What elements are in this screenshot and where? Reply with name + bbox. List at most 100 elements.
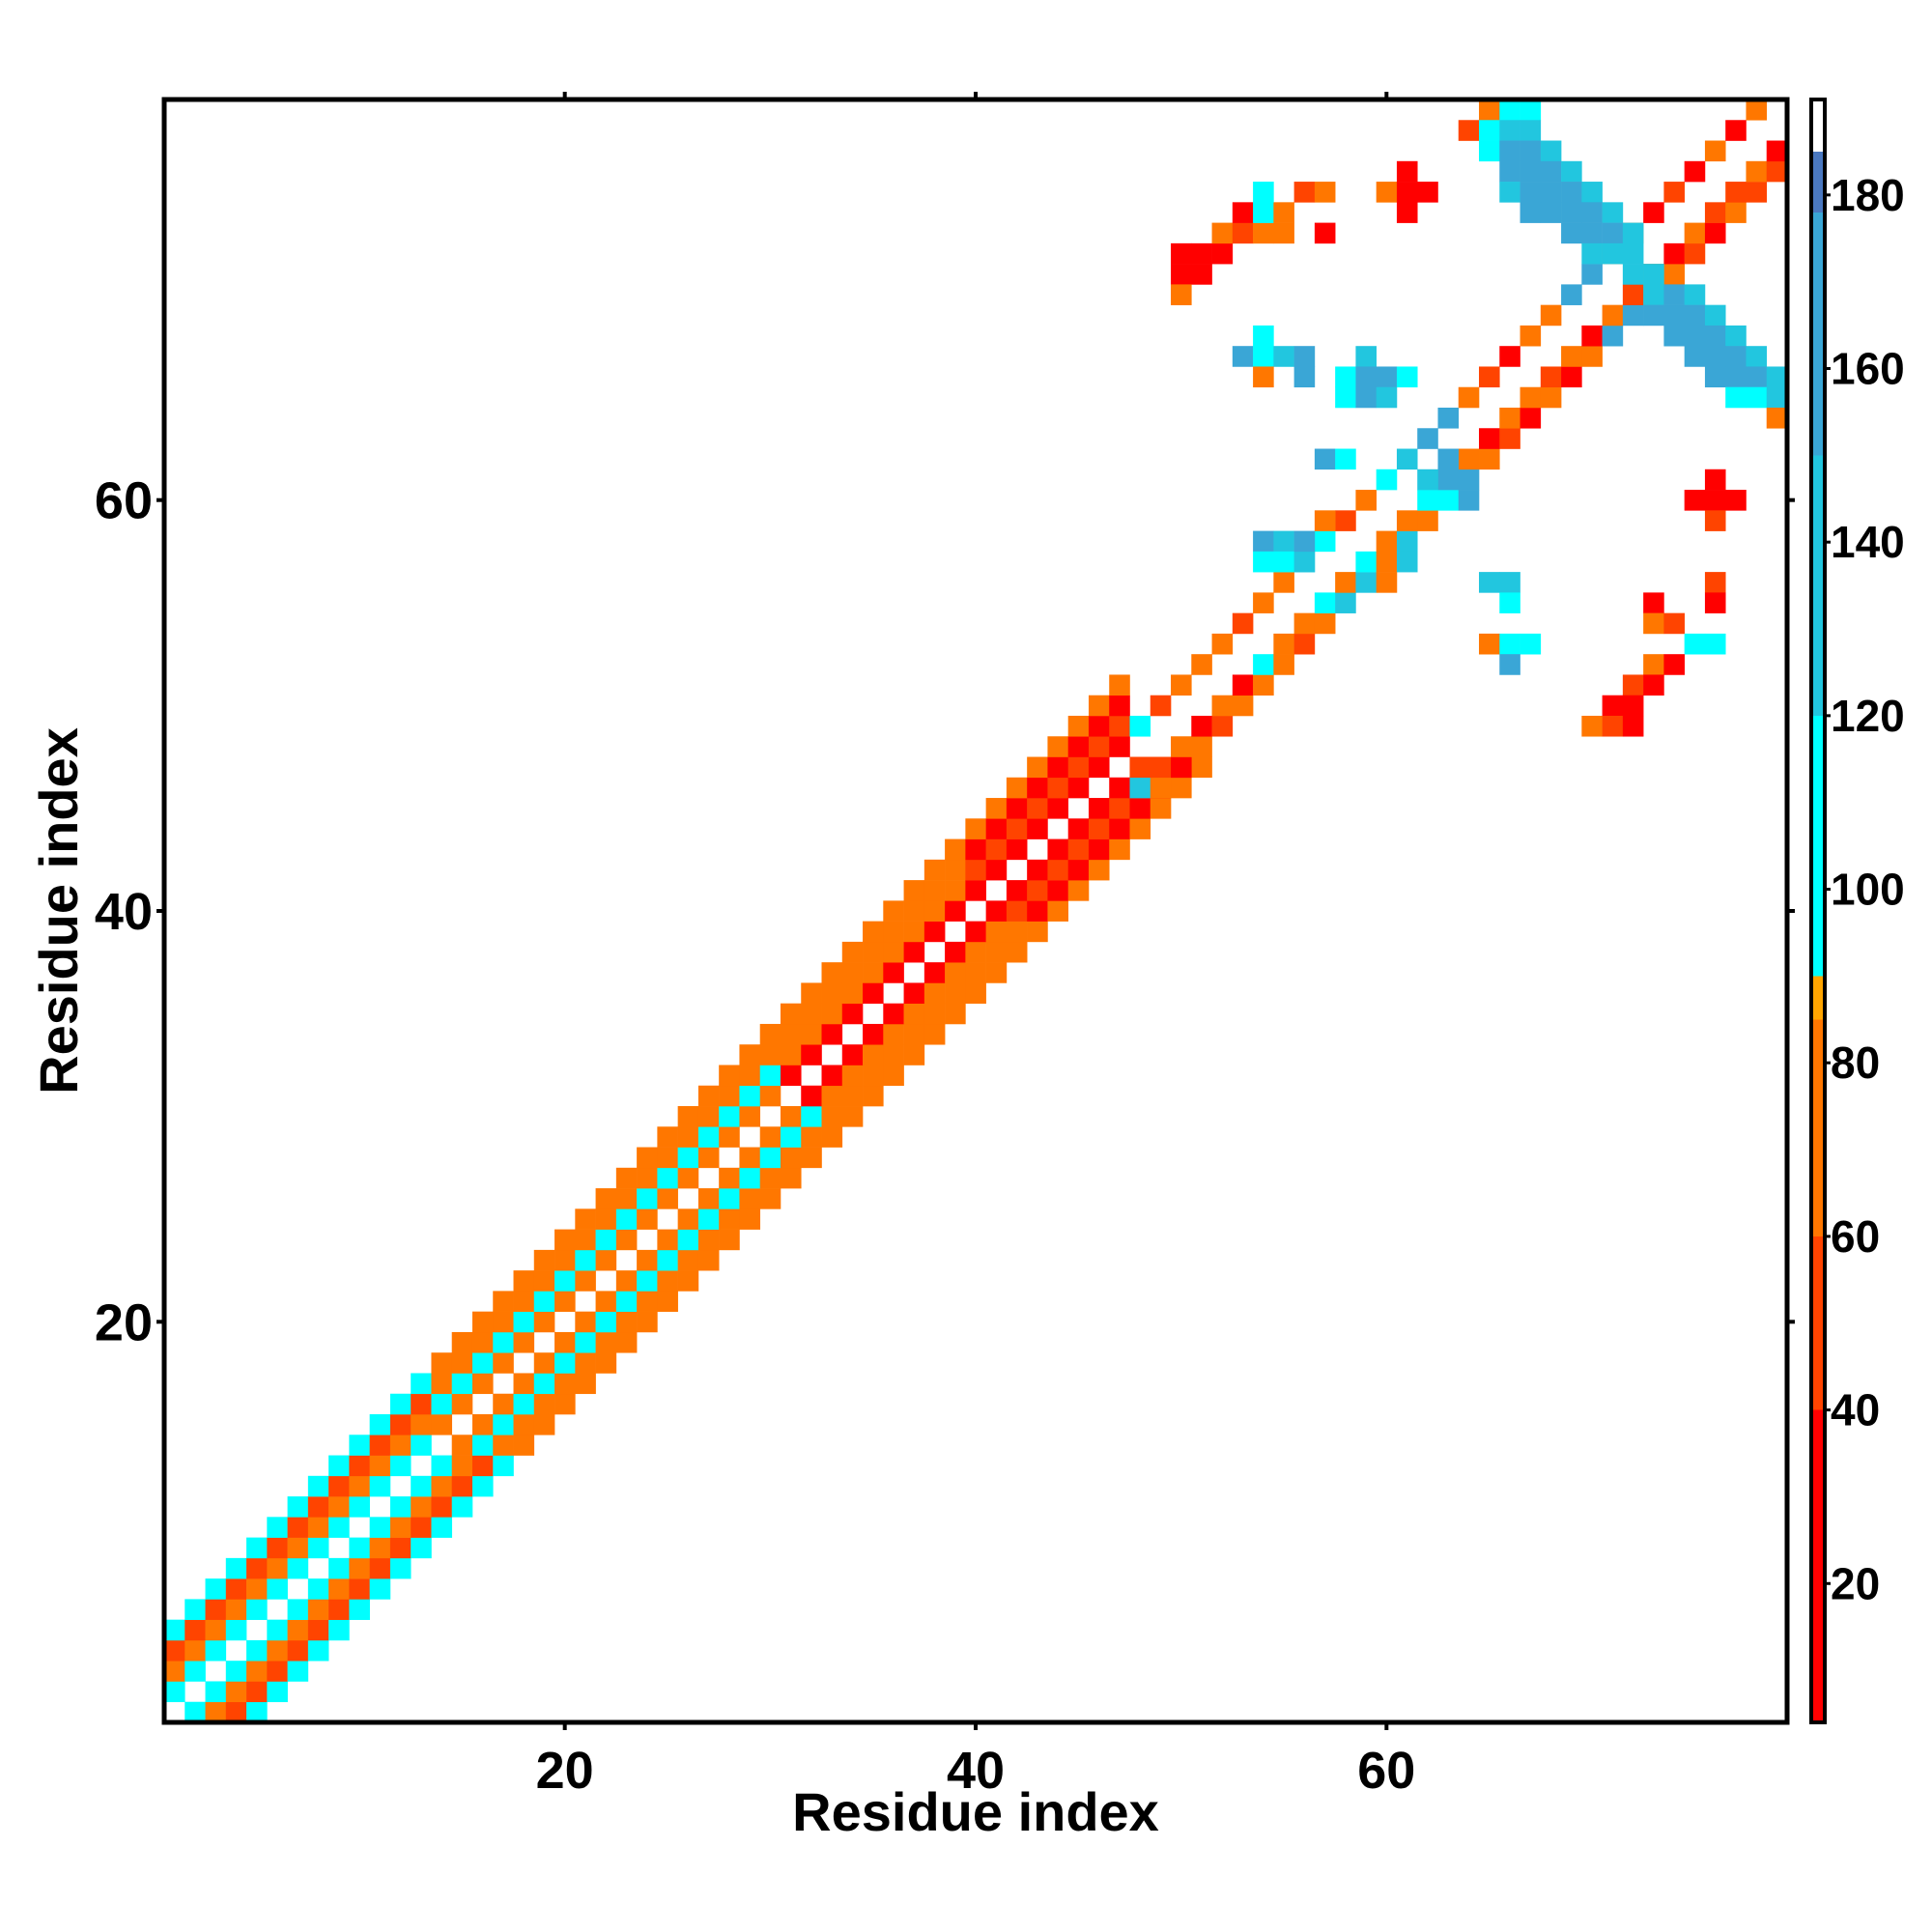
heatmap-cell xyxy=(1088,736,1110,757)
heatmap-cell xyxy=(1129,818,1151,839)
heatmap-cell xyxy=(1129,756,1151,779)
heatmap-cell xyxy=(1520,140,1542,162)
heatmap-cell xyxy=(1129,715,1151,737)
heatmap-cell xyxy=(1704,490,1726,511)
heatmap-cell xyxy=(1150,777,1172,799)
heatmap-cell xyxy=(985,838,1008,861)
heatmap-cell xyxy=(1088,715,1110,737)
heatmap-cell xyxy=(1006,880,1028,901)
heatmap-cell xyxy=(801,1147,822,1169)
heatmap-cell xyxy=(1376,182,1398,203)
heatmap-cell xyxy=(1663,182,1685,203)
heatmap-cell xyxy=(1540,386,1562,409)
heatmap-cell xyxy=(841,1085,864,1107)
heatmap-cell xyxy=(1027,798,1048,819)
heatmap-cell xyxy=(1499,120,1520,141)
y-tick-label: 40 xyxy=(95,883,153,941)
heatmap-cell xyxy=(1766,407,1788,429)
heatmap-cell xyxy=(657,1188,678,1209)
heatmap-cell xyxy=(185,1701,206,1723)
heatmap-cell xyxy=(369,1537,391,1559)
heatmap-cell xyxy=(1458,490,1480,511)
heatmap-cell xyxy=(185,1639,206,1662)
heatmap-cell xyxy=(759,1044,781,1065)
heatmap-cell xyxy=(1520,633,1542,655)
heatmap-cell xyxy=(1171,736,1192,757)
heatmap-cell xyxy=(1355,386,1377,409)
heatmap-cell xyxy=(719,1208,740,1230)
heatmap-cell xyxy=(1581,264,1603,285)
heatmap-cell xyxy=(821,962,843,983)
heatmap-cell xyxy=(1232,202,1254,223)
heatmap-cell xyxy=(389,1393,412,1415)
heatmap-cell xyxy=(1766,366,1788,388)
heatmap-cell xyxy=(1253,182,1274,203)
heatmap-cell xyxy=(1704,366,1726,388)
heatmap-cell xyxy=(1704,592,1726,613)
heatmap-cell xyxy=(389,1496,412,1518)
heatmap-cell xyxy=(575,1373,596,1395)
heatmap-cell xyxy=(267,1681,288,1703)
heatmap-cell xyxy=(451,1393,473,1415)
heatmap-cell xyxy=(1376,572,1398,593)
heatmap-cell xyxy=(267,1517,288,1538)
heatmap-cell xyxy=(471,1414,494,1435)
heatmap-cell xyxy=(615,1229,638,1251)
heatmap-cell xyxy=(205,1599,227,1620)
heatmap-cell xyxy=(533,1270,555,1292)
heatmap-cell xyxy=(205,1578,227,1600)
heatmap-cell xyxy=(513,1414,535,1435)
heatmap-cell xyxy=(431,1455,453,1477)
heatmap-cell xyxy=(554,1270,576,1292)
heatmap-cell xyxy=(575,1208,596,1230)
heatmap-cell xyxy=(1746,346,1768,367)
heatmap-cell xyxy=(1684,633,1706,655)
heatmap-cell xyxy=(369,1435,391,1456)
heatmap-cell xyxy=(945,962,966,983)
heatmap-cell xyxy=(1047,736,1068,757)
heatmap-cell xyxy=(1396,366,1418,388)
heatmap-cell xyxy=(1355,572,1377,593)
heatmap-cell xyxy=(1047,798,1068,819)
heatmap-cell xyxy=(677,1270,699,1292)
heatmap-cell xyxy=(1211,242,1234,265)
heatmap-cell xyxy=(780,1003,802,1025)
heatmap-cell xyxy=(1006,838,1028,861)
heatmap-cell xyxy=(1458,469,1480,491)
heatmap-cell xyxy=(903,880,925,901)
heatmap-cell xyxy=(883,921,904,943)
heatmap-cell xyxy=(863,921,884,943)
heatmap-cell xyxy=(595,1249,617,1271)
heatmap-cell xyxy=(287,1599,309,1620)
heatmap-cell xyxy=(780,1147,802,1169)
heatmap-cell xyxy=(1725,202,1747,223)
heatmap-cell xyxy=(1355,551,1377,573)
heatmap-cell xyxy=(719,1126,740,1148)
heatmap-cell xyxy=(533,1249,555,1271)
heatmap-cell xyxy=(615,1167,638,1189)
heatmap-cell xyxy=(1561,202,1582,223)
heatmap-cell xyxy=(1704,222,1726,244)
heatmap-cell xyxy=(349,1475,370,1497)
heatmap-cell xyxy=(554,1331,576,1353)
heatmap-cell xyxy=(1540,182,1562,203)
heatmap-cell xyxy=(1540,366,1562,388)
heatmap-cell xyxy=(780,1044,802,1065)
heatmap-cell xyxy=(349,1455,370,1477)
heatmap-cell xyxy=(513,1373,535,1395)
heatmap-cell xyxy=(903,900,925,922)
heatmap-cell xyxy=(759,1126,781,1148)
heatmap-cell xyxy=(1109,715,1130,737)
heatmap-cell xyxy=(1027,777,1048,799)
heatmap-cell xyxy=(164,1681,185,1703)
heatmap-cell xyxy=(863,962,884,983)
heatmap-cell xyxy=(1067,838,1090,861)
heatmap-cell xyxy=(1273,222,1294,244)
heatmap-cell xyxy=(1273,530,1294,553)
plot-frame xyxy=(161,97,1790,1725)
heatmap-cell xyxy=(677,1208,699,1230)
heatmap-cell xyxy=(513,1435,535,1456)
heatmap-cell xyxy=(575,1229,596,1251)
heatmap-cell xyxy=(1314,222,1336,244)
heatmap-cell xyxy=(1643,264,1664,285)
